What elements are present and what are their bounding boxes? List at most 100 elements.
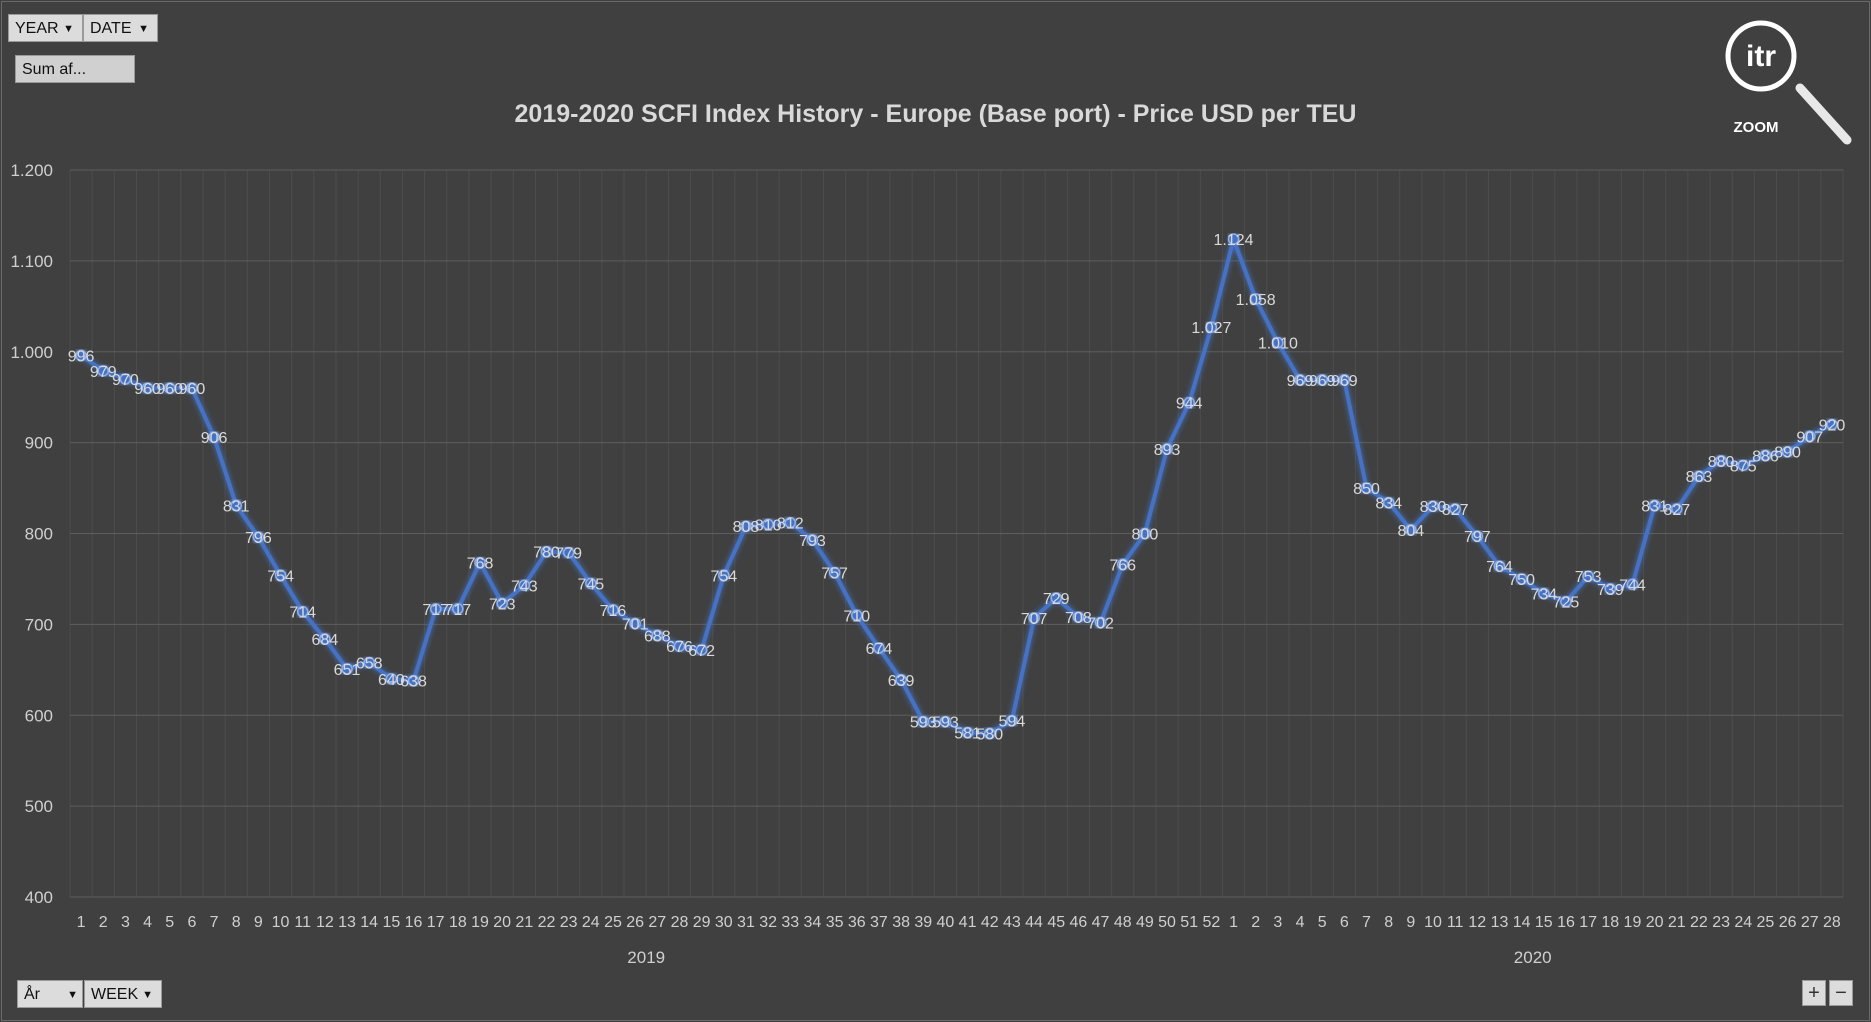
data-point bbox=[1515, 573, 1528, 585]
data-label: 745 bbox=[577, 576, 604, 593]
data-label: 750 bbox=[1508, 572, 1535, 589]
x-tick-label: 1 bbox=[77, 914, 86, 931]
data-label: 734 bbox=[1530, 586, 1557, 603]
data-point bbox=[496, 597, 508, 610]
data-point bbox=[629, 617, 641, 630]
data-label: 717 bbox=[422, 602, 449, 619]
data-point bbox=[1294, 374, 1306, 386]
data-point bbox=[474, 556, 486, 569]
itr-zoom-logo: itr ZOOM bbox=[1725, 20, 1852, 145]
logo-caption: ZOOM bbox=[1734, 119, 1779, 136]
data-label: 638 bbox=[400, 674, 427, 691]
data-point bbox=[540, 545, 553, 558]
x-tick-label: 50 bbox=[1158, 914, 1176, 931]
x-tick-label: 41 bbox=[959, 914, 977, 931]
data-label: 768 bbox=[467, 556, 494, 573]
dropdown-arrow-icon: ▼ bbox=[142, 989, 153, 1001]
data-point bbox=[1671, 503, 1683, 515]
x-tick-label: 22 bbox=[538, 914, 556, 931]
x-tick-label: 23 bbox=[1712, 914, 1730, 931]
y-tick-label: 400 bbox=[25, 888, 53, 907]
data-label: 970 bbox=[112, 372, 139, 389]
data-point bbox=[1405, 524, 1417, 536]
data-point bbox=[385, 673, 398, 685]
data-label: 780 bbox=[533, 545, 560, 562]
x-tick-label: 42 bbox=[981, 914, 999, 931]
week-filter-button[interactable]: WEEK ▼ bbox=[84, 980, 162, 1008]
x-tick-label: 31 bbox=[737, 914, 755, 931]
x-tick-label: 6 bbox=[1340, 914, 1349, 931]
data-point bbox=[1183, 396, 1195, 409]
x-tick-label: 11 bbox=[1447, 914, 1464, 931]
data-label: 812 bbox=[777, 516, 804, 533]
data-point bbox=[1693, 470, 1705, 482]
magnifier-handle-icon bbox=[1795, 83, 1852, 145]
data-label: 1.027 bbox=[1191, 320, 1231, 337]
data-point bbox=[1227, 233, 1240, 245]
data-label: 893 bbox=[1154, 442, 1181, 459]
y-tick-label: 700 bbox=[25, 615, 53, 634]
data-point bbox=[562, 546, 575, 559]
data-label: 676 bbox=[666, 639, 693, 656]
x-tick-label: 29 bbox=[693, 914, 711, 931]
data-label: 707 bbox=[1021, 611, 1048, 628]
data-label: 754 bbox=[710, 568, 737, 585]
data-label: 827 bbox=[1442, 502, 1469, 519]
x-tick-label: 2 bbox=[99, 914, 108, 931]
x-tick-label: 38 bbox=[892, 914, 910, 931]
collapse-button[interactable]: − bbox=[1829, 980, 1853, 1006]
expand-button[interactable]: + bbox=[1802, 980, 1826, 1006]
data-point bbox=[1759, 449, 1772, 462]
date-filter-button[interactable]: DATE ▼ bbox=[83, 14, 158, 42]
year-filter-button[interactable]: YEAR ▼ bbox=[8, 14, 83, 42]
data-label: 797 bbox=[1464, 529, 1491, 546]
data-label: 729 bbox=[1043, 591, 1070, 608]
data-label: 716 bbox=[600, 603, 627, 620]
data-point bbox=[961, 726, 974, 739]
x-tick-label: 7 bbox=[210, 914, 219, 931]
date-filter-label: DATE bbox=[90, 20, 132, 37]
x-tick-label: 49 bbox=[1136, 914, 1154, 931]
data-point bbox=[186, 382, 198, 394]
data-point bbox=[163, 382, 176, 394]
data-label: 831 bbox=[223, 498, 250, 515]
data-point bbox=[141, 382, 154, 394]
sum-field-button[interactable]: Sum af... bbox=[15, 55, 135, 83]
data-point bbox=[1737, 459, 1750, 472]
data-label: 702 bbox=[1087, 616, 1114, 633]
x-tick-label: 37 bbox=[870, 914, 888, 931]
data-point bbox=[1338, 374, 1351, 386]
data-point bbox=[363, 656, 375, 669]
data-point bbox=[1161, 443, 1173, 455]
x-tick-label: 7 bbox=[1362, 914, 1371, 931]
data-point bbox=[1781, 445, 1794, 458]
data-point bbox=[828, 566, 841, 579]
data-point bbox=[983, 727, 996, 740]
x-tick-label: 34 bbox=[804, 914, 822, 931]
x-tick-label: 12 bbox=[316, 914, 334, 931]
data-point bbox=[452, 603, 464, 615]
x-tick-label: 13 bbox=[338, 914, 356, 931]
data-point bbox=[1648, 499, 1661, 512]
x-tick-label: 22 bbox=[1690, 914, 1708, 931]
data-point bbox=[917, 715, 930, 728]
x-tick-label: 12 bbox=[1468, 914, 1486, 931]
x-tick-label: 32 bbox=[759, 914, 777, 931]
y-tick-label: 500 bbox=[25, 797, 53, 816]
x-tick-label: 13 bbox=[1491, 914, 1509, 931]
data-label: 672 bbox=[688, 643, 715, 660]
data-label: 830 bbox=[1420, 499, 1447, 516]
x-tick-label: 2 bbox=[1251, 914, 1260, 931]
data-label: 996 bbox=[68, 348, 95, 365]
data-point bbox=[1604, 583, 1617, 595]
data-point bbox=[806, 534, 819, 546]
data-label: 593 bbox=[932, 715, 959, 732]
data-point bbox=[1427, 500, 1439, 512]
x-tick-label: 45 bbox=[1047, 914, 1065, 931]
data-label: 639 bbox=[888, 673, 915, 690]
data-point bbox=[208, 431, 220, 443]
ar-filter-button[interactable]: År ▼ bbox=[17, 980, 83, 1008]
x-tick-label: 5 bbox=[1318, 914, 1327, 931]
data-point bbox=[230, 499, 242, 512]
data-label: 834 bbox=[1375, 496, 1402, 513]
